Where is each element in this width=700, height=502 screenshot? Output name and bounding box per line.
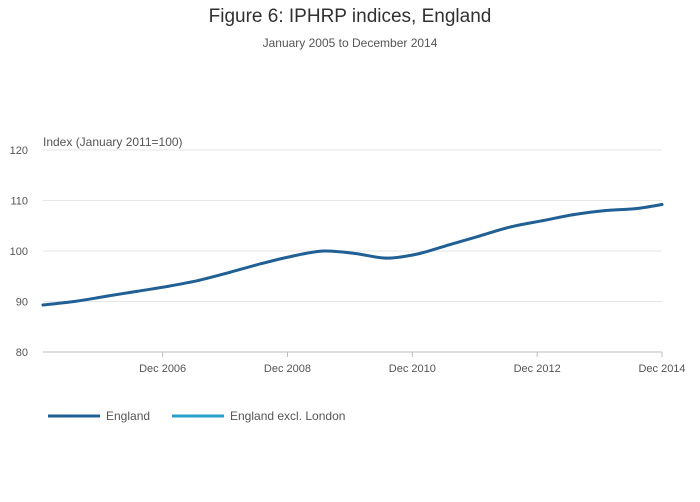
- series-point-0: [478, 234, 482, 238]
- series-point-0: [72, 300, 76, 303]
- series-point-0: [634, 207, 638, 211]
- x-tick-label: Dec 2008: [264, 363, 311, 375]
- y-tick-label: 80: [16, 347, 28, 359]
- y-tick-label: 100: [10, 246, 28, 258]
- legend-label-1: England excl. London: [230, 409, 345, 423]
- x-tick-label: Dec 2014: [638, 363, 685, 375]
- series-point-0: [447, 243, 451, 247]
- y-tick-label: 110: [10, 196, 28, 208]
- x-tick-label: Dec 2010: [389, 363, 436, 375]
- series-point-0: [103, 294, 107, 298]
- series-point-0: [197, 278, 201, 282]
- chart-subtitle: January 2005 to December 2014: [262, 36, 438, 50]
- series-line-0: [41, 203, 664, 307]
- series-point-0: [416, 252, 420, 256]
- series-point-0: [384, 256, 388, 260]
- series-point-0: [353, 252, 357, 256]
- series-point-0: [41, 303, 45, 307]
- series-point-0: [572, 213, 576, 217]
- series-point-0: [259, 262, 263, 266]
- y-tick-label: 120: [10, 145, 28, 157]
- x-tick-label: Dec 2006: [139, 363, 186, 375]
- y-tick-label: 90: [16, 297, 28, 309]
- series-point-0: [228, 270, 232, 274]
- series-point-0: [540, 219, 544, 223]
- series-point-0: [166, 284, 170, 288]
- x-tick-label: Dec 2012: [514, 363, 561, 375]
- series-point-0: [660, 203, 664, 207]
- series-point-0: [603, 209, 607, 213]
- series-point-0: [291, 254, 295, 258]
- series-point-0: [135, 289, 139, 293]
- y-axis-title: Index (January 2011=100): [43, 135, 183, 149]
- series-point-0: [509, 225, 513, 229]
- legend-label-0: England: [106, 409, 150, 423]
- chart-title: Figure 6: IPHRP indices, England: [208, 6, 492, 27]
- series-point-0: [322, 249, 326, 253]
